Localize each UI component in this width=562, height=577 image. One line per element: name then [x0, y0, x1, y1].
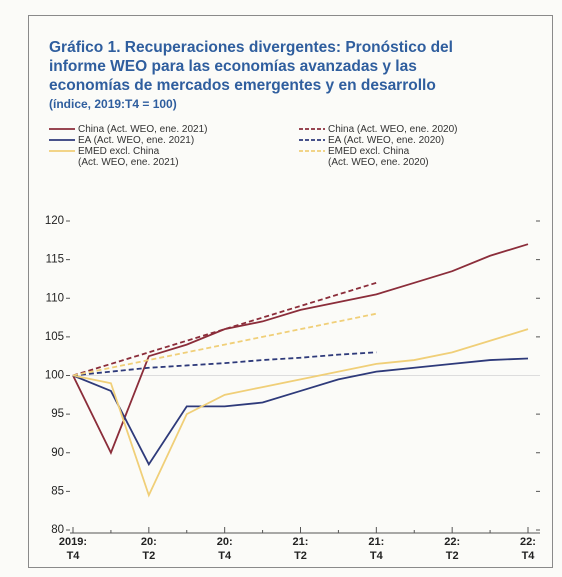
legend-label: China (Act. WEO, ene. 2020): [328, 124, 458, 135]
x-tick-label: 22: T4: [520, 536, 536, 562]
legend-swatch: [299, 128, 325, 130]
x-tick-label: 21: T4: [368, 536, 385, 562]
legend-item: China (Act. WEO, ene. 2021): [49, 124, 208, 135]
legend-swatch: [49, 150, 75, 152]
x-tick-label: 21: T2: [292, 536, 309, 562]
legend-item: EA (Act. WEO, ene. 2020): [299, 135, 444, 146]
legend-label: EA (Act. WEO, ene. 2020): [328, 135, 445, 146]
series-line: [72, 243, 529, 455]
legend-swatch: [49, 128, 75, 130]
y-tick-label: 85: [51, 485, 64, 497]
series-line: [72, 281, 377, 377]
frame: [28, 15, 553, 568]
legend-label: China (Act. WEO, ene. 2021): [78, 124, 208, 135]
y-tick-label: 110: [46, 292, 64, 304]
x-tick-label: 20: T2: [140, 536, 157, 562]
y-tick-label: 80: [51, 524, 64, 536]
x-tick-label: 20: T4: [216, 536, 233, 562]
y-tick-label: 105: [45, 331, 64, 343]
legend-item: EMED excl. China (Act. WEO, ene. 2020): [299, 146, 429, 168]
series-line: [72, 351, 377, 377]
y-tick-label: 115: [46, 254, 64, 266]
series-line: [72, 312, 377, 377]
chart-title: Gráfico 1. Recuperaciones divergentes: P…: [49, 39, 453, 94]
legend-swatch: [299, 150, 325, 152]
legend-item: EMED excl. China (Act. WEO, ene. 2021): [49, 146, 179, 168]
legend-swatch: [299, 139, 325, 141]
legend-label: EMED excl. China (Act. WEO, ene. 2020): [328, 146, 429, 168]
series-line: [72, 328, 529, 498]
series-line: [72, 357, 529, 467]
y-tick-label: 120: [45, 215, 64, 227]
legend-swatch: [49, 139, 75, 141]
legend-item: China (Act. WEO, ene. 2020): [299, 124, 458, 135]
chart-subtitle: (índice, 2019:T4 = 100): [49, 97, 177, 111]
legend-label: EMED excl. China (Act. WEO, ene. 2021): [78, 146, 179, 168]
legend-label: EA (Act. WEO, ene. 2021): [78, 135, 195, 146]
y-tick-label: 95: [51, 408, 64, 420]
y-tick-label: 90: [51, 447, 64, 459]
legend-item: EA (Act. WEO, ene. 2021): [49, 135, 194, 146]
x-tick-label: 2019: T4: [58, 536, 88, 562]
y-tick-label: 100: [45, 370, 64, 382]
x-tick-label: 22: T2: [444, 536, 461, 562]
